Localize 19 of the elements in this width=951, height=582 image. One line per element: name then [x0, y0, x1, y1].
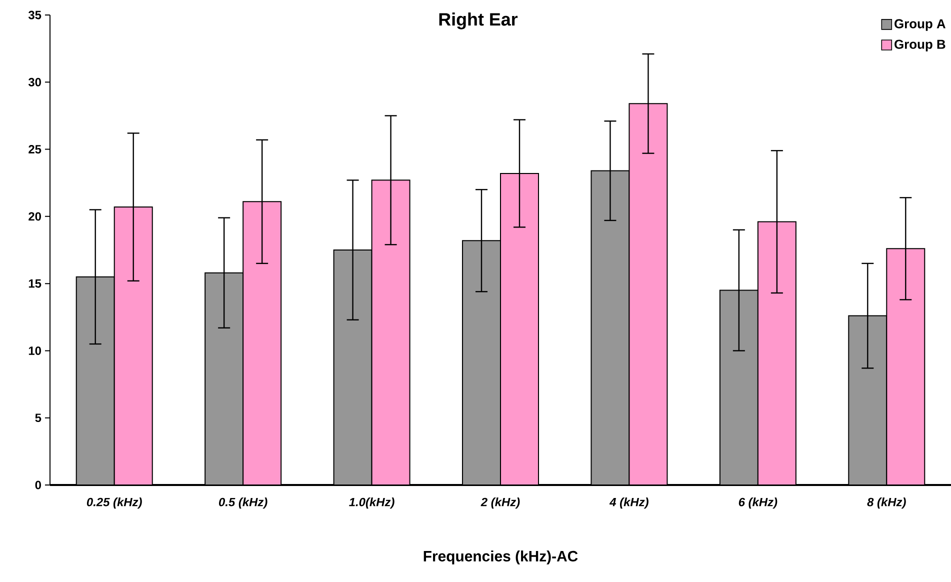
x-axis-title: Frequencies (kHz)-AC — [424, 550, 578, 564]
y-tick-label: 20 — [28, 212, 41, 221]
x-tick-label: 1.0(kHz) — [349, 498, 394, 509]
x-tick-label: 4 (kHz) — [609, 498, 648, 509]
legend-label: Group B — [894, 40, 946, 52]
y-tick-label: 0 — [35, 480, 41, 490]
x-tick-label: 0.25 (kHz) — [86, 498, 142, 509]
y-tick-label: 25 — [28, 145, 42, 154]
legend-label: Group A — [894, 19, 946, 31]
y-tick-label: 30 — [28, 78, 41, 86]
x-tick-label: 0.5 (kHz) — [218, 498, 268, 509]
x-tick-label: 2 (kHz) — [480, 498, 520, 509]
x-tick-label: 8 (kHz) — [867, 498, 906, 509]
y-tick-label: 5 — [35, 414, 42, 422]
chart-title: Right Ear — [439, 12, 518, 30]
y-tick-label: 10 — [28, 346, 41, 355]
y-tick-label: 35 — [28, 10, 42, 20]
y-tick-label: 15 — [28, 279, 42, 288]
x-tick-label: 6 (kHz) — [738, 498, 778, 509]
